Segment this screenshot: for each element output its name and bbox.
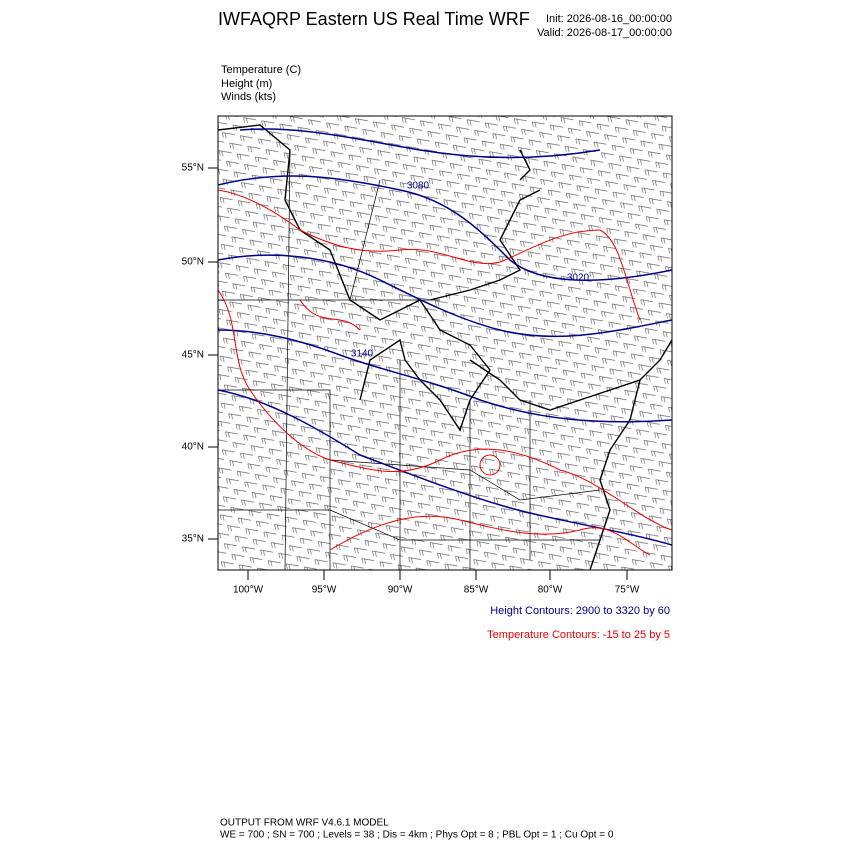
field-label: Temperature (C) — [221, 64, 301, 76]
axis-ticks: 55°N 50°N 45°N 40°N 35°N 100°W 95°W 90°W 85°W 80°… — [182, 163, 640, 596]
borders — [218, 149, 601, 570]
field-label: Height (m) — [221, 78, 272, 90]
lon-label: 100°W — [233, 585, 264, 596]
lat-label: 35°N — [182, 534, 204, 545]
lat-label: 40°N — [182, 442, 204, 453]
lon-label: 75°W — [615, 585, 640, 596]
footer-line: WE = 700 ; SN = 700 ; Levels = 38 ; Dis … — [220, 830, 614, 841]
footer-line: OUTPUT FROM WRF V4.6.1 MODEL — [220, 818, 389, 829]
coastlines — [218, 124, 672, 570]
map-frame — [217, 115, 673, 571]
wind-barbs — [218, 116, 672, 570]
valid-time: Valid: 2026-08-17_00:00:00 — [537, 27, 672, 39]
field-label: Winds (kts) — [221, 91, 276, 103]
lon-label: 90°W — [388, 585, 413, 596]
lon-label: 80°W — [538, 585, 563, 596]
lat-label: 50°N — [182, 257, 204, 268]
lon-label: 85°W — [464, 585, 489, 596]
height-legend: Height Contours: 2900 to 3320 by 60 — [490, 605, 670, 617]
contour-label: 3020 — [567, 273, 590, 284]
lat-label: 45°N — [182, 350, 204, 361]
contour-label: 3080 — [407, 181, 430, 192]
temperature-contours — [218, 189, 672, 556]
title: IWFAQRP Eastern US Real Time WRF — [218, 9, 530, 29]
temperature-legend: Temperature Contours: -15 to 25 by 5 — [487, 629, 670, 641]
lon-label: 95°W — [312, 585, 337, 596]
map-content — [218, 116, 672, 570]
init-time: Init: 2026-08-16_00:00:00 — [546, 13, 672, 25]
contour-label: 3140 — [351, 349, 374, 360]
height-contours — [218, 128, 672, 546]
lat-label: 55°N — [182, 163, 204, 174]
